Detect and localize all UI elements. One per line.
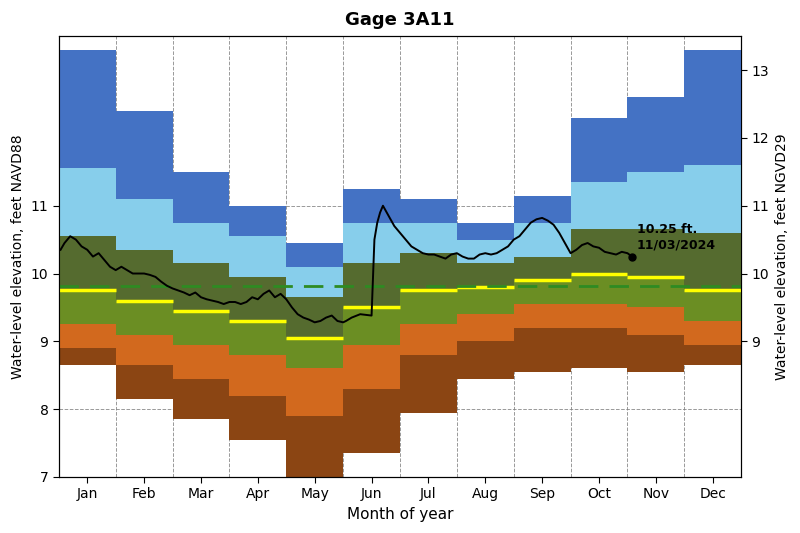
Text: 10.25 ft.
11/03/2024: 10.25 ft. 11/03/2024: [637, 223, 716, 251]
Title: Gage 3A11: Gage 3A11: [346, 11, 454, 29]
Y-axis label: Water-level elevation, feet NAVD88: Water-level elevation, feet NAVD88: [11, 134, 25, 379]
Y-axis label: Water-level elevation, feet NGVD29: Water-level elevation, feet NGVD29: [775, 133, 789, 380]
X-axis label: Month of year: Month of year: [346, 507, 454, 522]
